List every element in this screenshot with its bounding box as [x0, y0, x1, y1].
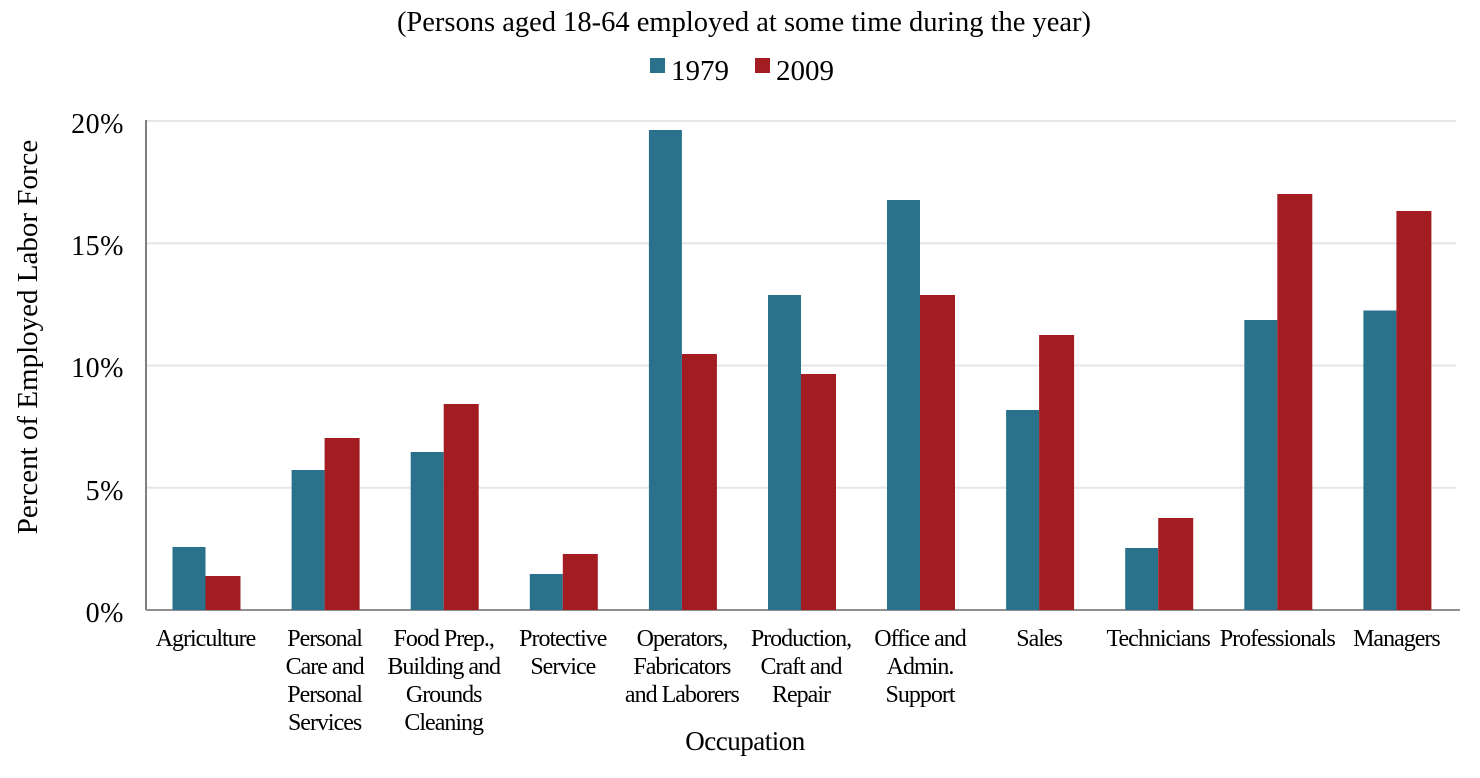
svg-text:and Laborers: and Laborers: [625, 682, 740, 708]
svg-text:(Persons aged 18-64 employed a: (Persons aged 18-64 employed at some tim…: [397, 7, 1091, 38]
svg-text:Personal: Personal: [287, 682, 363, 708]
svg-text:Protective: Protective: [519, 626, 607, 652]
svg-text:Operators,: Operators,: [637, 626, 728, 652]
svg-text:Support: Support: [885, 682, 955, 708]
svg-text:Craft and: Craft and: [761, 654, 843, 680]
svg-text:Care and: Care and: [286, 654, 365, 680]
svg-text:Professionals: Professionals: [1220, 626, 1336, 652]
svg-text:20%: 20%: [71, 109, 124, 140]
svg-text:1979: 1979: [671, 55, 729, 87]
svg-text:Food Prep.,: Food Prep.,: [394, 626, 494, 652]
svg-text:Occupation: Occupation: [685, 726, 805, 756]
svg-text:Office and: Office and: [874, 626, 967, 652]
svg-text:Technicians: Technicians: [1107, 626, 1211, 652]
svg-text:Grounds: Grounds: [406, 682, 482, 708]
svg-text:Agriculture: Agriculture: [156, 626, 256, 652]
svg-text:Admin.: Admin.: [887, 654, 954, 680]
svg-text:Managers: Managers: [1353, 626, 1440, 652]
svg-text:Production,: Production,: [751, 626, 851, 652]
svg-text:15%: 15%: [71, 231, 124, 262]
svg-text:Service: Service: [530, 654, 595, 680]
svg-text:Repair: Repair: [772, 682, 831, 708]
svg-text:10%: 10%: [71, 353, 124, 384]
svg-text:Services: Services: [288, 710, 362, 736]
svg-text:2009: 2009: [776, 55, 834, 87]
svg-text:5%: 5%: [86, 476, 124, 507]
svg-text:Cleaning: Cleaning: [404, 710, 484, 736]
svg-text:Building and: Building and: [387, 654, 501, 680]
svg-text:Sales: Sales: [1016, 626, 1062, 652]
svg-text:Personal: Personal: [287, 626, 363, 652]
svg-text:Percent of Employed Labor For: Percent of Employed Labor Force: [12, 140, 44, 535]
svg-text:0%: 0%: [86, 598, 124, 629]
svg-text:Fabricators: Fabricators: [633, 654, 731, 680]
